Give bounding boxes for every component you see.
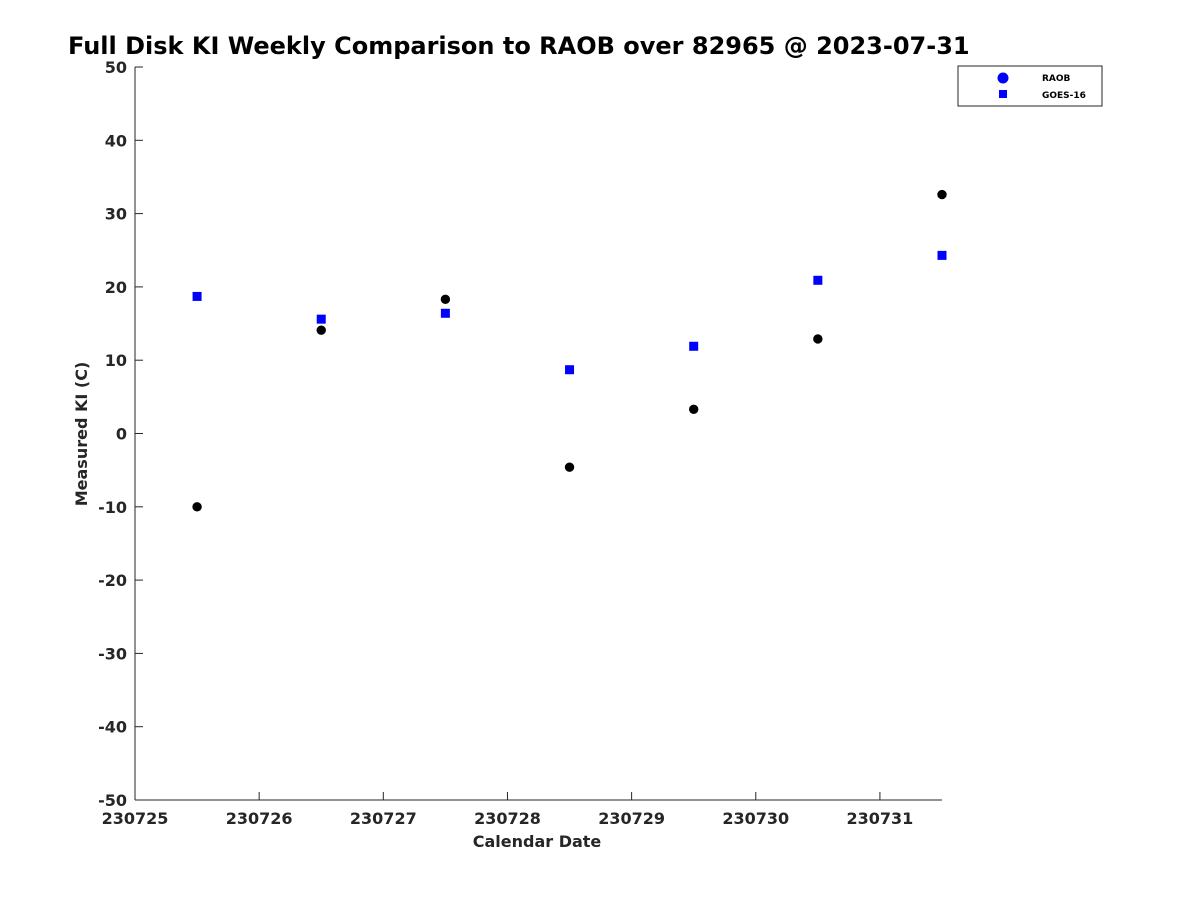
raob-point xyxy=(192,502,202,512)
raob-point xyxy=(440,294,451,305)
legend-box xyxy=(957,65,1103,107)
y-tick-label: 40 xyxy=(105,131,127,150)
chart-title: Full Disk KI Weekly Comparison to RAOB o… xyxy=(68,32,970,60)
x-axis-ticks: 230725 230726 230727 230728 230729 230730 2307… xyxy=(102,792,914,828)
goes-16-point xyxy=(192,291,202,301)
goes-16-point xyxy=(937,250,947,260)
legend-goes-16-marker xyxy=(999,90,1007,98)
x-tick-label: 230729 xyxy=(598,809,665,828)
x-tick-label: 230731 xyxy=(847,809,914,828)
y-tick-label: -50 xyxy=(98,791,127,810)
x-axis-label: Calendar Date xyxy=(473,832,602,851)
goes-16-point xyxy=(565,365,575,375)
y-tick-label: -30 xyxy=(98,644,127,663)
x-tick-label: 230728 xyxy=(474,809,541,828)
y-tick-label: 0 xyxy=(116,425,127,444)
series-goes-16 xyxy=(192,250,947,375)
goes-16-point xyxy=(813,275,823,285)
y-tick-label: 30 xyxy=(105,205,127,224)
raob-point xyxy=(316,325,326,335)
x-tick-label: 230730 xyxy=(722,809,789,828)
x-tick-label: 230726 xyxy=(226,809,293,828)
y-tick-label: -40 xyxy=(98,718,127,737)
y-tick-label: 50 xyxy=(105,58,127,77)
goes-16-point xyxy=(440,308,450,318)
legend-raob-label: RAOB xyxy=(1042,74,1071,84)
legend: RAOB GOES-16 xyxy=(957,65,1103,107)
y-tick-label: -20 xyxy=(98,571,127,590)
y-tick-label: 20 xyxy=(105,278,127,297)
raob-point xyxy=(564,462,575,472)
y-tick-label: 10 xyxy=(105,351,127,370)
x-tick-label: 230725 xyxy=(102,809,169,828)
goes-16-point xyxy=(689,341,699,351)
x-tick-label: 230727 xyxy=(350,809,417,828)
y-axis-label: Measured KI (C) xyxy=(72,362,91,507)
legend-raob-marker xyxy=(997,72,1009,84)
y-axis-ticks: 50 40 30 20 10 0 -10 -20 -30 -40 -50 xyxy=(98,58,143,810)
raob-point xyxy=(688,404,699,415)
raob-point xyxy=(813,334,823,344)
legend-goes-16-label: GOES-16 xyxy=(1042,91,1086,101)
y-tick-label: -10 xyxy=(98,498,127,517)
raob-point xyxy=(937,189,947,200)
series-raob xyxy=(192,189,947,512)
goes-16-point xyxy=(316,314,326,324)
